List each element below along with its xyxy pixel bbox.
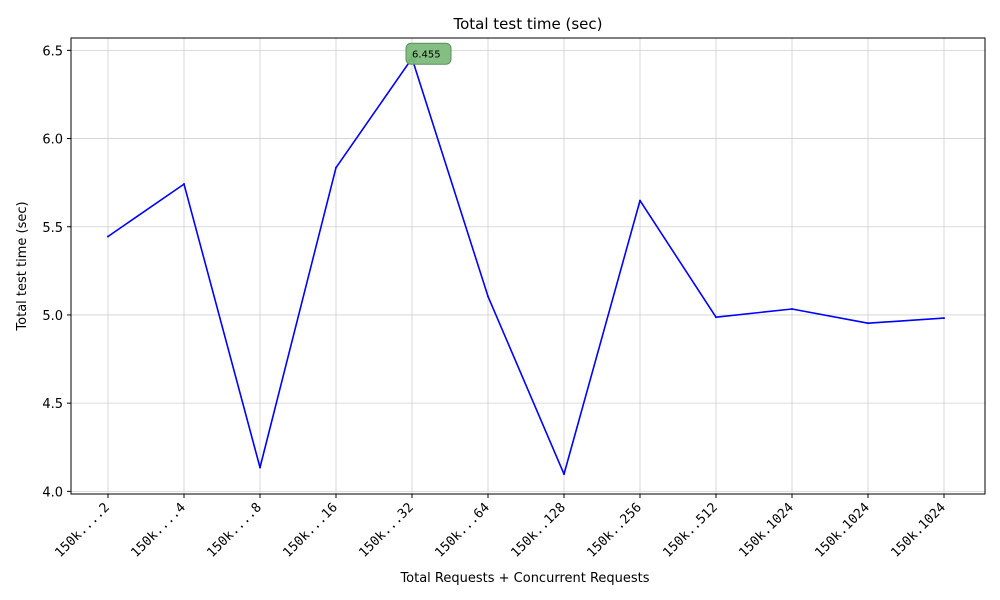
y-axis: 4.0 4.5 5.0 5.5 6.0 6.5 xyxy=(42,44,71,500)
series-line xyxy=(107,57,945,475)
x-tick-label: 150k....8 xyxy=(204,500,264,560)
chart-title: Total test time (sec) xyxy=(452,15,602,33)
x-axis-label: Total Requests + Concurrent Requests xyxy=(399,571,649,586)
x-axis: 150k....2 150k....4 150k....8 150k...16 150k… xyxy=(52,494,949,561)
annotation-layer: 6.455 xyxy=(405,42,452,65)
data-point xyxy=(335,166,337,169)
x-tick-label: 150k...32 xyxy=(356,500,416,560)
annotation-box xyxy=(405,42,452,65)
data-point xyxy=(259,466,261,469)
data-point xyxy=(715,316,717,319)
series-layer xyxy=(107,57,945,476)
x-tick-label: 150k..256 xyxy=(584,500,644,560)
y-axis-label: Total test time (sec) xyxy=(15,201,30,331)
data-point xyxy=(107,235,109,238)
x-tick-label: 150k.1024 xyxy=(812,500,873,561)
data-point xyxy=(563,473,565,476)
data-point xyxy=(791,307,793,310)
y-tick-label: 4.5 xyxy=(42,397,63,412)
data-point xyxy=(639,199,641,202)
y-tick-label: 5.5 xyxy=(42,221,63,236)
x-tick-label: 150k....2 xyxy=(52,500,112,560)
x-tick-label: 150k.1024 xyxy=(888,500,949,561)
data-point xyxy=(943,317,945,320)
data-point xyxy=(487,295,489,298)
x-tick-label: 150k...64 xyxy=(432,500,493,561)
x-tick-label: 150k..128 xyxy=(508,500,568,560)
y-tick-label: 6.5 xyxy=(42,44,63,59)
y-tick-label: 5.0 xyxy=(42,309,63,324)
y-tick-label: 4.0 xyxy=(42,485,63,500)
annotation-label: 6.455 xyxy=(412,49,441,60)
x-tick-label: 150k...16 xyxy=(280,500,340,560)
grid xyxy=(71,38,985,494)
x-tick-label: 150k....4 xyxy=(128,500,189,561)
data-point xyxy=(867,322,869,325)
plot-area-frame xyxy=(70,37,986,495)
data-point xyxy=(183,183,185,186)
x-tick-label: 150k.1024 xyxy=(736,500,797,561)
y-tick-label: 6.0 xyxy=(42,133,63,148)
x-tick-label: 150k..512 xyxy=(660,500,720,560)
